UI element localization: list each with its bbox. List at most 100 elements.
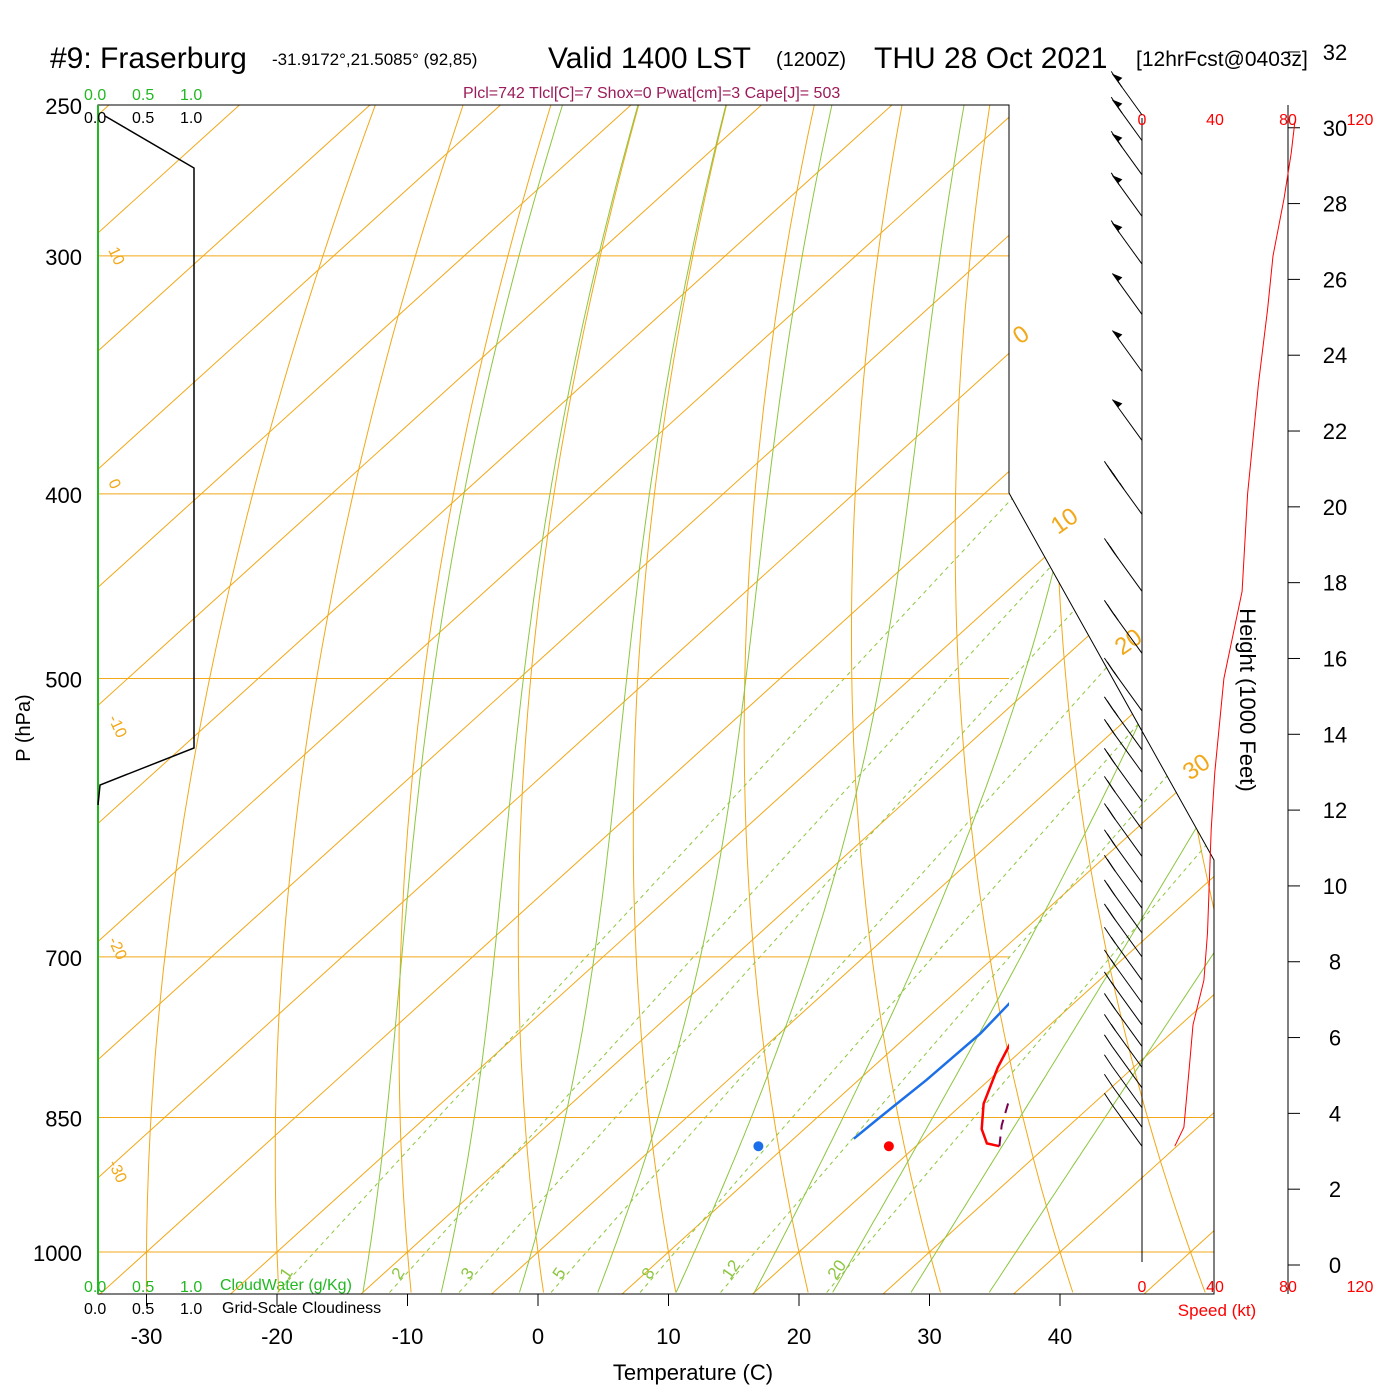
wind-barb-staff [1111, 730, 1143, 773]
dry-adiabat [145, 105, 389, 1293]
wind-barb [1110, 96, 1143, 141]
wind-barb-half-flag [1110, 959, 1116, 967]
dewpoint-profile [853, 1001, 1009, 1140]
height-tick-label: 32 [1323, 40, 1347, 65]
wind-barb-half-flag [1110, 936, 1116, 944]
x-tick-label: -10 [392, 1324, 424, 1349]
wind-barb-flag [1106, 700, 1116, 714]
wind-barb-half-flag [1113, 710, 1119, 717]
speed-tick-bottom: 80 [1279, 1279, 1297, 1296]
wind-barb [1103, 1054, 1143, 1109]
cloudwater-tick-bottom: 0.0 [84, 1279, 106, 1296]
height-tick-label: 8 [1329, 950, 1341, 975]
wind-barb-half-flag [1113, 671, 1119, 679]
wind-barb-pennant [1112, 133, 1123, 142]
mixing-ratio-line [550, 493, 1214, 1293]
height-tick-label: 30 [1323, 116, 1347, 141]
wind-barb-staff [1111, 1005, 1143, 1047]
dewpoint-surface-marker [753, 1141, 764, 1152]
speed-tick-top: 40 [1206, 112, 1224, 129]
station-title: #9: Fraserburg [50, 42, 247, 75]
mixing-ratio-label: 3 [457, 1264, 478, 1283]
wind-barb-staff [1111, 866, 1143, 909]
dry-adiabat [1055, 105, 1206, 1293]
wind-barb-half-flag [1114, 276, 1120, 284]
wind-barb-pennant [1112, 399, 1123, 408]
wind-barb [1103, 776, 1143, 830]
wind-barb-flag [1106, 722, 1116, 736]
wind-barb [1103, 461, 1143, 515]
x-tick-label: 10 [656, 1324, 680, 1349]
cloudiness-tick-bottom: 1.0 [180, 1301, 202, 1318]
wind-barb-staff [1111, 815, 1143, 857]
wind-barb-flag [1103, 993, 1113, 1006]
wind-barb-flag [1110, 172, 1120, 186]
valid-time: Valid 1400 LST [548, 42, 751, 75]
wind-speed-profile [1174, 121, 1296, 1147]
wind-barb-flag [1106, 883, 1116, 897]
isotherm [98, 105, 578, 1294]
station-coords: -31.9172°,21.5085° (92,85) [272, 50, 477, 69]
height-tick-label: 0 [1329, 1253, 1341, 1278]
speed-tick-bottom: 0 [1138, 1279, 1147, 1296]
cloudiness-profile [97, 115, 195, 806]
height-tick-label: 18 [1323, 571, 1347, 596]
wind-barb [1103, 803, 1143, 857]
speed-tick-bottom: 40 [1206, 1279, 1224, 1296]
wind-barb-staff [1111, 915, 1143, 958]
y-tick-label: 500 [45, 668, 82, 693]
wind-barb-staff [1111, 1046, 1143, 1089]
cloudiness-tick-top: 1.0 [180, 110, 202, 127]
wind-barb-half-flag [1110, 981, 1116, 989]
moist-adiabat [832, 105, 1214, 1293]
speed-tick-bottom: 120 [1347, 1279, 1374, 1296]
indices-line: Plcl=742 Tlcl[C]=7 Shox=0 Pwat[cm]=3 Cap… [463, 85, 840, 102]
isotherm-label: -30 [104, 1158, 129, 1186]
mixing-ratio-line [458, 493, 1181, 1293]
cloudiness-label: Grid-Scale Cloudiness [222, 1300, 381, 1317]
height-tick-label: 10 [1323, 874, 1347, 899]
speed-tick-top: 80 [1279, 112, 1297, 129]
cloudwater-tick-top: 0.5 [132, 87, 154, 104]
wind-barb [1103, 879, 1143, 934]
mixing-ratio-label: 12 [718, 1256, 744, 1282]
wind-barb-flag [1103, 1073, 1113, 1087]
plot-frame [97, 104, 1215, 1295]
speed-tick-top: 0 [1138, 112, 1147, 129]
wind-barb-flag [1106, 780, 1116, 793]
wind-barb-pennant [1112, 99, 1123, 108]
mixing-ratio-line [720, 493, 1214, 1293]
isotherm [98, 105, 969, 1294]
moist-adiabat [910, 105, 1214, 1293]
isotherm [484, 105, 1214, 1294]
isotherm [98, 105, 1214, 1294]
wind-barb-pennant [1112, 175, 1123, 184]
speed-axis-title: Speed (kt) [1178, 1301, 1256, 1320]
wind-barb-staff [1111, 841, 1143, 884]
wind-barb [1103, 696, 1143, 751]
moist-adiabat [675, 105, 965, 1293]
mixing-ratio-label: 2 [388, 1264, 409, 1283]
dry-adiabat [517, 105, 649, 1293]
wind-barb-flag [1106, 833, 1116, 846]
moist-adiabat [440, 105, 639, 1293]
sounding-series [853, 1001, 1009, 1148]
wind-barb-flag [1110, 130, 1120, 144]
wind-barb [1110, 220, 1143, 265]
x-tick-label: 30 [917, 1324, 941, 1349]
mixing-ratio-label: 5 [549, 1264, 570, 1283]
height-tick-label: 22 [1323, 419, 1347, 444]
wind-barb-flag [1106, 807, 1116, 820]
wind-barb-flag [1106, 751, 1116, 765]
wind-barb-flag [1110, 96, 1120, 110]
mixing-ratio-line [277, 493, 1017, 1293]
isotherm [98, 105, 447, 1294]
isotherm [98, 105, 1100, 1294]
isotherm [1136, 105, 1214, 1294]
wind-barb [1111, 273, 1143, 315]
speed-tick-top: 120 [1347, 112, 1374, 129]
moist-adiabat [519, 105, 727, 1293]
moist-adiabat [988, 105, 1214, 1293]
wind-barb [1103, 903, 1143, 958]
